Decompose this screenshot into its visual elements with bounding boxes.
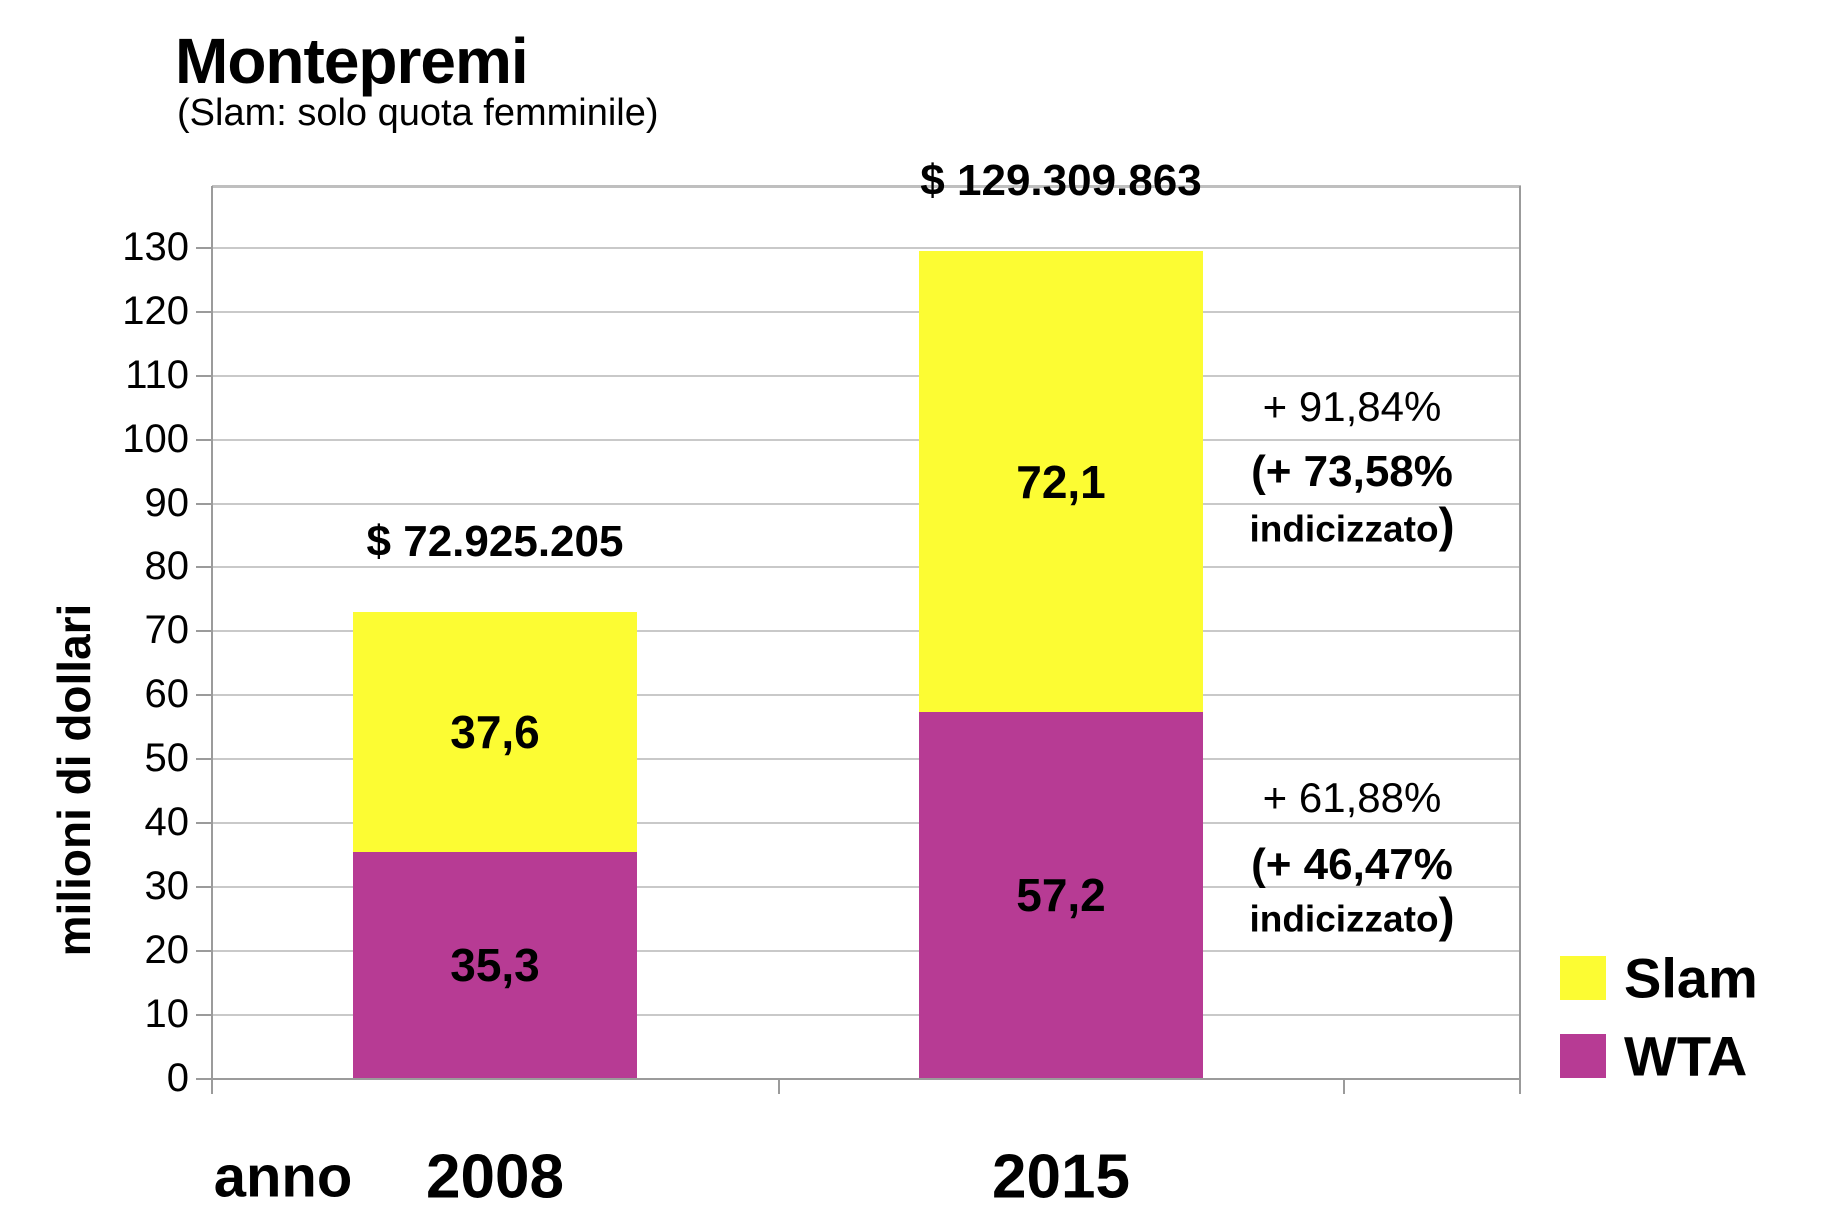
- annotation-line: indicizzato): [1249, 499, 1455, 553]
- y-tick-mark: [196, 694, 212, 696]
- gridline: [213, 822, 1519, 824]
- annotation-paren: ): [1438, 889, 1455, 943]
- plot-border-right: [1519, 186, 1521, 1094]
- y-tick-mark: [196, 566, 212, 568]
- bar-segment-slam-2008: [353, 611, 637, 853]
- y-tick-label: 120: [122, 289, 189, 333]
- y-tick-mark: [196, 822, 212, 824]
- y-tick-mark: [196, 630, 212, 632]
- y-tick-label: 100: [122, 417, 189, 461]
- y-tick-label: 60: [144, 672, 190, 716]
- gridline: [213, 503, 1519, 505]
- y-tick-label: 130: [122, 225, 189, 269]
- bar-segment-wta-2015: [919, 712, 1203, 1078]
- annotation-line: + 61,88%: [1262, 774, 1442, 821]
- y-tick-label: 90: [144, 481, 190, 525]
- legend-swatch-slam: [1560, 956, 1606, 1000]
- y-tick-mark: [196, 503, 212, 505]
- y-tick-label: 20: [144, 928, 190, 972]
- bar-segment-wta-2008: [353, 852, 637, 1078]
- y-tick-label: 80: [144, 544, 190, 588]
- gridline: [213, 950, 1519, 952]
- y-tick-mark: [196, 439, 212, 441]
- legend-label-wta: WTA: [1624, 1024, 1748, 1088]
- y-tick-mark: [196, 950, 212, 952]
- x-tick-mark: [1343, 1078, 1345, 1094]
- axis-line-left: [211, 186, 213, 1094]
- annotation-line: indicizzato): [1249, 889, 1455, 943]
- bar-segment-slam-2015: [919, 251, 1203, 713]
- annotation-paren: ): [1438, 499, 1455, 553]
- y-tick-label: 10: [144, 992, 190, 1036]
- x-axis-title: anno: [213, 1144, 353, 1210]
- legend-label-slam: Slam: [1624, 946, 1758, 1010]
- bar-value-label: 57,2: [1016, 869, 1106, 921]
- gridline: [213, 439, 1519, 441]
- bar-total-label: $ 129.309.863: [920, 156, 1202, 205]
- bar-value-label: 35,3: [450, 939, 540, 991]
- chart-title: Montepremi: [175, 25, 529, 97]
- y-tick-label: 0: [166, 1056, 189, 1100]
- gridline: [213, 758, 1519, 760]
- gridline: [213, 886, 1519, 888]
- gridline: [213, 247, 1519, 249]
- y-tick-label: 30: [144, 864, 190, 908]
- bar-value-label: 37,6: [450, 706, 540, 758]
- legend-swatch-wta: [1560, 1034, 1606, 1078]
- y-tick-label: 40: [144, 800, 190, 844]
- y-tick-mark: [196, 886, 212, 888]
- x-tick-mark: [778, 1078, 780, 1094]
- gridline: [213, 630, 1519, 632]
- gridline: [213, 375, 1519, 377]
- y-tick-label: 50: [144, 736, 190, 780]
- gridline: [213, 1014, 1519, 1016]
- gridline: [213, 566, 1519, 568]
- y-tick-mark: [196, 247, 212, 249]
- gridline: [213, 694, 1519, 696]
- y-tick-mark: [196, 758, 212, 760]
- annotation-line: + 91,84%: [1262, 383, 1442, 430]
- bar-value-label: 72,1: [1016, 456, 1106, 508]
- chart-subtitle: (Slam: solo quota femminile): [177, 92, 659, 134]
- y-tick-label: 70: [144, 608, 190, 652]
- plot-border-top: [212, 185, 1521, 188]
- axis-line-bottom: [211, 1078, 1520, 1080]
- y-tick-mark: [196, 375, 212, 377]
- category-label-2008: 2008: [426, 1142, 564, 1212]
- gridline: [213, 311, 1519, 313]
- category-label-2015: 2015: [992, 1142, 1130, 1212]
- y-tick-label: 110: [125, 353, 189, 397]
- bar-total-label: $ 72.925.205: [366, 517, 624, 566]
- y-tick-mark: [196, 1078, 212, 1080]
- annotation-line: (+ 46,47%: [1251, 840, 1453, 889]
- annotation-line: (+ 73,58%: [1251, 447, 1453, 496]
- y-tick-mark: [196, 311, 212, 313]
- y-tick-mark: [196, 1014, 212, 1016]
